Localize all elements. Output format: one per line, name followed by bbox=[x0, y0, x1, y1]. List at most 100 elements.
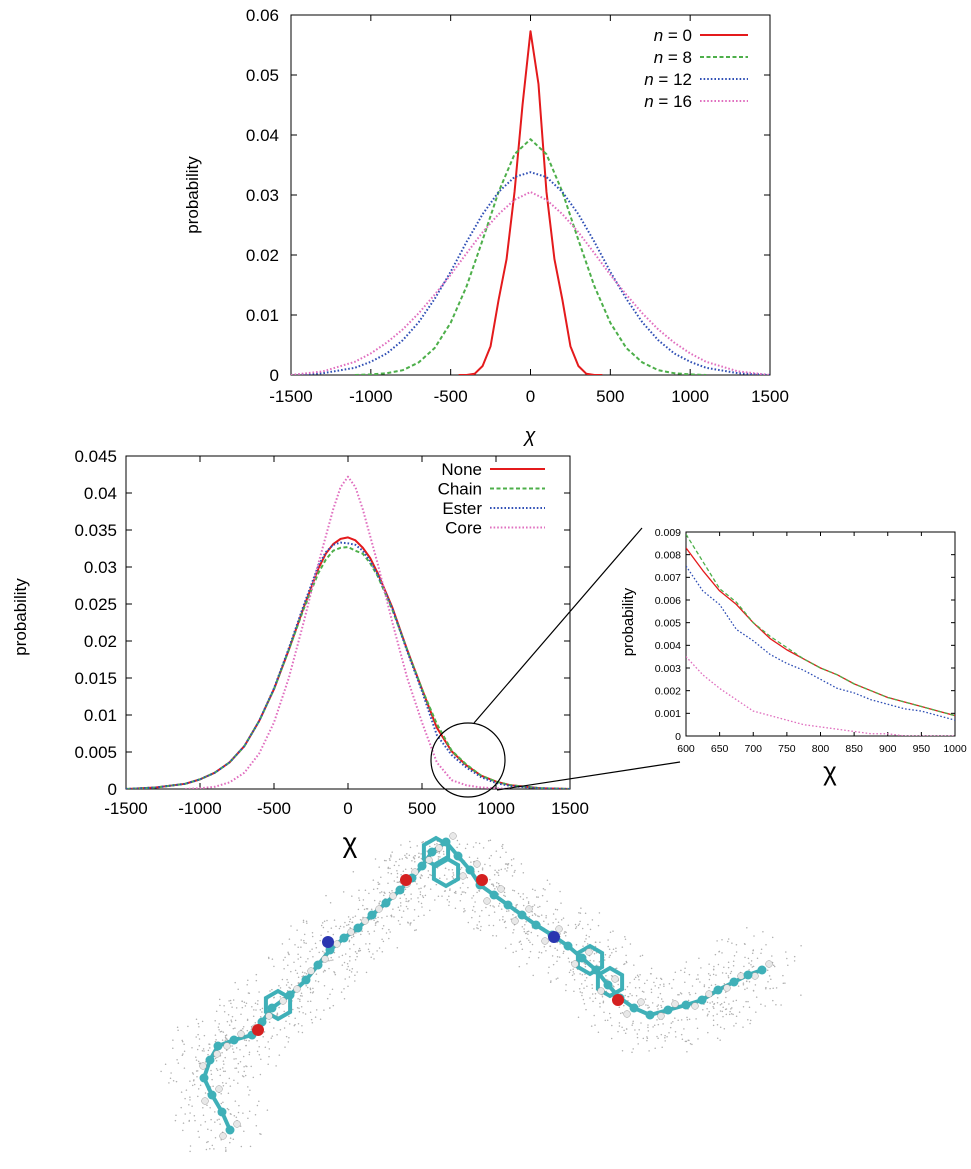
surface-dot bbox=[396, 876, 399, 878]
surface-dot bbox=[197, 1022, 200, 1025]
carbon-atom bbox=[577, 953, 587, 963]
surface-dot bbox=[314, 1016, 317, 1018]
surface-dot bbox=[177, 1029, 179, 1032]
surface-dot bbox=[559, 933, 561, 935]
surface-dot bbox=[407, 908, 409, 910]
surface-dot bbox=[537, 906, 539, 909]
surface-dot bbox=[502, 915, 504, 918]
surface-dot bbox=[237, 1111, 240, 1114]
surface-dot bbox=[674, 1030, 677, 1033]
surface-dot bbox=[211, 1078, 213, 1081]
surface-dot bbox=[633, 978, 636, 980]
surface-dot bbox=[246, 1019, 249, 1021]
surface-dot bbox=[653, 981, 655, 984]
surface-dot bbox=[271, 958, 274, 960]
surface-dot bbox=[652, 1026, 654, 1028]
surface-dot bbox=[548, 966, 550, 969]
surface-dot bbox=[492, 885, 495, 887]
surface-dot bbox=[210, 1073, 213, 1076]
surface-dot bbox=[387, 882, 389, 885]
surface-dot bbox=[230, 1002, 232, 1005]
surface-dot bbox=[775, 987, 778, 989]
surface-dot bbox=[727, 940, 729, 943]
surface-dot bbox=[191, 1084, 194, 1087]
surface-dot bbox=[546, 879, 549, 882]
surface-dot bbox=[540, 914, 543, 916]
surface-dot bbox=[407, 921, 409, 923]
surface-dot bbox=[664, 1040, 666, 1042]
x-axis-label: χ bbox=[343, 827, 358, 858]
surface-dot bbox=[418, 852, 420, 854]
surface-dot bbox=[354, 915, 357, 917]
surface-dot bbox=[713, 1003, 715, 1005]
surface-dot bbox=[202, 1106, 204, 1109]
surface-dot bbox=[650, 991, 653, 994]
surface-dot bbox=[323, 952, 325, 954]
surface-dot bbox=[231, 1045, 233, 1047]
surface-dot bbox=[268, 1048, 271, 1050]
surface-dot bbox=[713, 1007, 715, 1010]
surface-dot bbox=[689, 1043, 692, 1045]
surface-dot bbox=[708, 986, 710, 989]
surface-dot bbox=[234, 1100, 237, 1102]
surface-dot bbox=[207, 1140, 209, 1143]
surface-dot bbox=[374, 858, 377, 860]
surface-dot bbox=[287, 951, 289, 953]
surface-dot bbox=[478, 920, 481, 923]
surface-dot bbox=[220, 1102, 223, 1105]
surface-dot bbox=[314, 980, 317, 982]
surface-dot bbox=[580, 907, 582, 909]
surface-dot bbox=[675, 1036, 677, 1038]
surface-dot bbox=[568, 961, 571, 963]
surface-dot bbox=[287, 981, 289, 984]
surface-dot bbox=[436, 843, 438, 845]
surface-dot bbox=[222, 1070, 225, 1073]
surface-dot bbox=[214, 1034, 217, 1036]
surface-dot bbox=[418, 887, 420, 890]
surface-dot bbox=[463, 891, 465, 893]
surface-dot bbox=[513, 889, 516, 892]
surface-dot bbox=[328, 967, 330, 970]
surface-dot bbox=[241, 1075, 244, 1077]
surface-dot bbox=[372, 953, 374, 955]
surface-dot bbox=[247, 979, 249, 981]
surface-dot bbox=[233, 1058, 235, 1060]
surface-dot bbox=[562, 952, 565, 955]
surface-dot bbox=[634, 1029, 636, 1031]
carbon-atom bbox=[367, 910, 377, 920]
surface-dot bbox=[300, 992, 303, 994]
surface-dot bbox=[315, 973, 318, 975]
x-tick-label: -500 bbox=[257, 799, 291, 818]
surface-dot bbox=[500, 868, 503, 871]
surface-dot bbox=[333, 951, 336, 954]
surface-dot bbox=[657, 1023, 660, 1026]
surface-dot bbox=[461, 891, 464, 893]
surface-dot bbox=[488, 924, 490, 927]
surface-dot bbox=[529, 941, 531, 944]
surface-dot bbox=[557, 921, 560, 923]
surface-dot bbox=[512, 889, 514, 892]
surface-dot bbox=[271, 988, 273, 991]
surface-dot bbox=[593, 953, 596, 955]
surface-dot bbox=[507, 862, 510, 865]
surface-dot bbox=[668, 983, 671, 985]
surface-dot bbox=[629, 993, 631, 995]
series-line-ester bbox=[126, 541, 570, 789]
surface-dot bbox=[212, 1085, 214, 1088]
surface-dot bbox=[196, 1070, 199, 1072]
surface-dot bbox=[419, 876, 421, 878]
surface-dot bbox=[299, 1000, 301, 1002]
y-axis-label: probability bbox=[620, 587, 637, 656]
surface-dot bbox=[242, 1075, 245, 1078]
surface-dot bbox=[351, 936, 353, 939]
surface-dot bbox=[452, 877, 455, 880]
surface-dot bbox=[352, 870, 355, 873]
surface-dot bbox=[259, 1015, 262, 1018]
surface-dot bbox=[170, 1072, 172, 1074]
surface-dot bbox=[247, 1117, 249, 1120]
surface-dot bbox=[218, 1118, 220, 1121]
surface-dot bbox=[611, 952, 613, 954]
surface-dot bbox=[325, 894, 327, 897]
surface-dot bbox=[683, 971, 686, 973]
